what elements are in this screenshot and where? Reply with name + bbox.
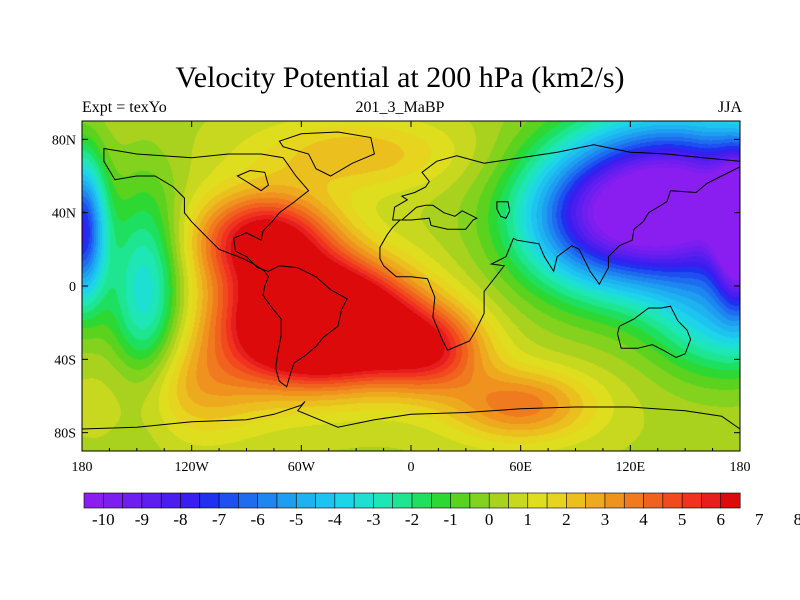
- colorbar-label: -4: [328, 510, 343, 529]
- colorbar-swatch: [527, 492, 548, 509]
- eurafrica-outline: [379, 144, 741, 351]
- y-tick-label: 80S: [54, 427, 76, 442]
- colorbar-swatch: [353, 492, 374, 509]
- colorbar-swatch: [662, 492, 683, 509]
- x-tick-label: 60W: [288, 460, 316, 475]
- colorbar-swatch: [122, 492, 143, 509]
- colorbar-swatch: [141, 492, 162, 509]
- colorbar-swatch: [238, 492, 259, 509]
- colorbar-swatch: [469, 492, 490, 509]
- colorbar-label: -1: [444, 510, 458, 529]
- colorbar-swatch: [720, 492, 741, 509]
- americas-outline: [103, 147, 348, 388]
- y-tick-label: 0: [69, 280, 76, 295]
- colorbar-label: 6: [716, 510, 725, 529]
- colorbar-swatch: [218, 492, 239, 509]
- colorbar-swatch: [83, 492, 104, 509]
- colorbar-label: -5: [289, 510, 303, 529]
- colorbar-label: -9: [135, 510, 149, 529]
- x-tick-label: 60E: [509, 460, 532, 475]
- colorbar: -10-9-8-7-6-5-4-3-2-1012345678910: [83, 492, 800, 529]
- colorbar-label: 7: [755, 510, 764, 529]
- colorbar-swatch: [199, 492, 220, 509]
- colorbar-label: -7: [212, 510, 227, 529]
- colorbar-label: -3: [366, 510, 380, 529]
- x-tick-label: 0: [408, 460, 415, 475]
- caspian-outline: [496, 201, 511, 219]
- colorbar-swatch: [334, 492, 355, 509]
- x-tick-label: 120W: [175, 460, 210, 475]
- colorbar-swatch: [315, 492, 336, 509]
- antarctica-outline: [81, 401, 741, 430]
- y-tick-label: 40N: [52, 207, 76, 222]
- plot-area: [81, 120, 741, 452]
- y-tick-label: 80N: [52, 133, 76, 148]
- colorbar-swatch: [257, 492, 278, 509]
- x-tick-label: 180: [730, 460, 751, 475]
- y-tick-label: 40S: [54, 353, 76, 368]
- colorbar-swatch: [373, 492, 394, 509]
- run-label: 201_3_MaBP: [355, 99, 445, 116]
- y-axis: 80N 40N 0 40S 80S: [52, 133, 740, 442]
- colorbar-label: 2: [562, 510, 571, 529]
- australia-outline: [616, 305, 692, 359]
- experiment-label: Expt = texYo: [82, 99, 167, 116]
- colorbar-label: -8: [173, 510, 187, 529]
- colorbar-swatch: [295, 492, 317, 509]
- colorbar-swatch: [488, 492, 509, 509]
- colorbar-label: 4: [639, 510, 648, 529]
- colorbar-swatch: [160, 492, 181, 509]
- colorbar-swatch: [450, 492, 471, 509]
- colorbar-swatch: [102, 492, 124, 509]
- colorbar-label: -2: [405, 510, 419, 529]
- x-tick-label: 180: [72, 460, 93, 475]
- chart-title: Velocity Potential at 200 hPa (km2/s): [175, 61, 625, 94]
- colorbar-label: 3: [601, 510, 610, 529]
- hudson-bay-outline: [236, 169, 269, 192]
- colorbar-swatch: [681, 492, 702, 509]
- colorbar-swatch: [643, 492, 664, 509]
- colorbar-swatch: [585, 492, 606, 509]
- colorbar-label: 0: [485, 510, 494, 529]
- x-axis: 180 120W 60W 0 60E 120E 180: [72, 121, 751, 475]
- colorbar-swatch: [546, 492, 567, 509]
- x-tick-label: 120E: [616, 460, 646, 475]
- season-label: JJA: [717, 99, 742, 116]
- colorbar-swatch: [392, 492, 413, 509]
- colorbar-swatch: [276, 492, 297, 509]
- continent-outlines: [81, 131, 741, 430]
- colorbar-label: 1: [524, 510, 533, 529]
- colorbar-swatch: [508, 492, 529, 509]
- colorbar-swatch: [701, 492, 722, 509]
- greenland-outline: [278, 131, 375, 177]
- colorbar-swatch: [623, 492, 645, 509]
- colorbar-swatch: [411, 492, 432, 509]
- colorbar-swatch: [566, 492, 587, 509]
- colorbar-swatch: [430, 492, 452, 509]
- colorbar-label: 8: [794, 510, 800, 529]
- colorbar-swatch: [604, 492, 625, 509]
- colorbar-label: -10: [92, 510, 115, 529]
- colorbar-label: 5: [678, 510, 687, 529]
- colorbar-swatch: [180, 492, 201, 509]
- colorbar-label: -6: [251, 510, 265, 529]
- velocity-potential-field: [82, 121, 740, 451]
